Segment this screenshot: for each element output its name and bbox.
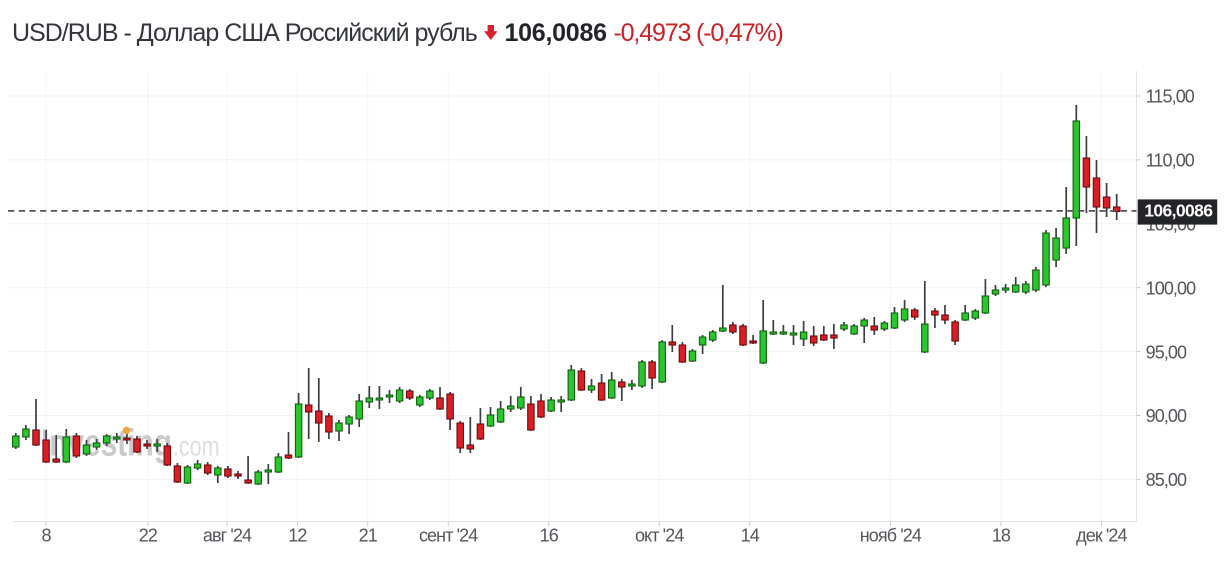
svg-text:8: 8 <box>41 526 51 546</box>
svg-text:16: 16 <box>540 526 559 546</box>
svg-text:12: 12 <box>288 526 307 546</box>
svg-text:115,00: 115,00 <box>1146 87 1195 107</box>
svg-text:сент '24: сент '24 <box>419 526 478 546</box>
svg-text:21: 21 <box>359 526 378 546</box>
svg-text:окт '24: окт '24 <box>635 526 684 546</box>
svg-text:14: 14 <box>741 526 760 546</box>
svg-text:90,00: 90,00 <box>1146 406 1187 426</box>
svg-text:22: 22 <box>139 526 158 546</box>
svg-text:дек '24: дек '24 <box>1076 526 1127 546</box>
svg-text:95,00: 95,00 <box>1146 342 1187 362</box>
svg-text:110,00: 110,00 <box>1146 151 1195 171</box>
svg-text:85,00: 85,00 <box>1146 470 1187 490</box>
svg-text:100,00: 100,00 <box>1146 278 1197 298</box>
svg-text:106,0086: 106,0086 <box>1144 201 1213 221</box>
svg-text:.com: .com <box>173 431 220 462</box>
svg-text:авг '24: авг '24 <box>203 526 252 546</box>
svg-text:нояб '24: нояб '24 <box>860 526 922 546</box>
svg-text:18: 18 <box>992 526 1011 546</box>
